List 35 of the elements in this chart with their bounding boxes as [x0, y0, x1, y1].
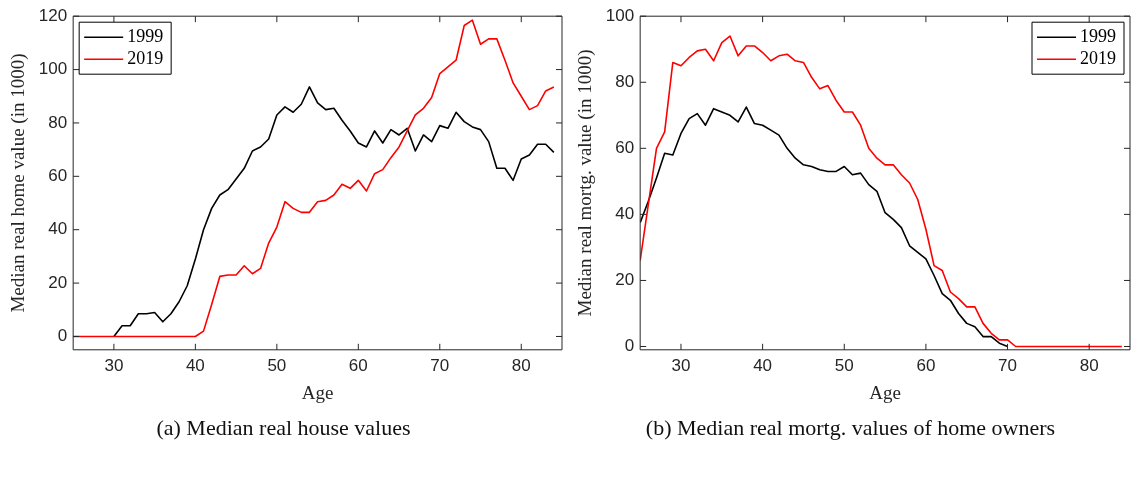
x-tick-label: 60 [348, 355, 368, 375]
y-tick-label: 40 [615, 204, 635, 224]
legend-label: 2019 [1080, 47, 1116, 68]
y-tick-label: 20 [48, 272, 68, 292]
x-tick-label: 30 [104, 355, 124, 375]
y-tick-label: 80 [615, 71, 635, 91]
y-tick-label: 100 [38, 59, 68, 79]
y-tick-label: 100 [605, 5, 635, 25]
y-axis-title: Median real home value (in 1000) [7, 53, 30, 313]
x-tick-label: 60 [916, 355, 936, 375]
y-tick-label: 120 [38, 5, 68, 25]
text: (a) Median real house values [155, 415, 412, 441]
x-axis-title: Age [301, 381, 334, 403]
y-tick-label: 40 [48, 219, 68, 239]
text: (b) Median real mortg. values of home owners [644, 415, 1057, 441]
y-tick-label: 60 [48, 166, 68, 186]
legend-label: 1999 [127, 25, 164, 46]
x-tick-label: 40 [753, 355, 773, 375]
x-tick-label: 50 [834, 355, 854, 375]
x-tick-label: 50 [267, 355, 287, 375]
y-axis-title: Median real mortg. value (in 1000) [574, 49, 597, 317]
x-tick-label: 80 [1079, 355, 1099, 375]
y-tick-label: 0 [624, 336, 635, 356]
y-tick-label: 20 [615, 270, 635, 290]
x-tick-label: 70 [430, 355, 450, 375]
y-tick-label: 60 [615, 138, 635, 158]
x-tick-label: 80 [511, 355, 531, 375]
legend-label: 1999 [1080, 25, 1116, 46]
legend-label: 2019 [127, 47, 164, 68]
x-tick-label: 30 [671, 355, 691, 375]
x-tick-label: 40 [185, 355, 205, 375]
y-tick-label: 0 [57, 326, 68, 346]
x-axis-title: Age [869, 381, 901, 403]
y-tick-label: 80 [48, 112, 68, 132]
x-tick-label: 70 [998, 355, 1017, 375]
